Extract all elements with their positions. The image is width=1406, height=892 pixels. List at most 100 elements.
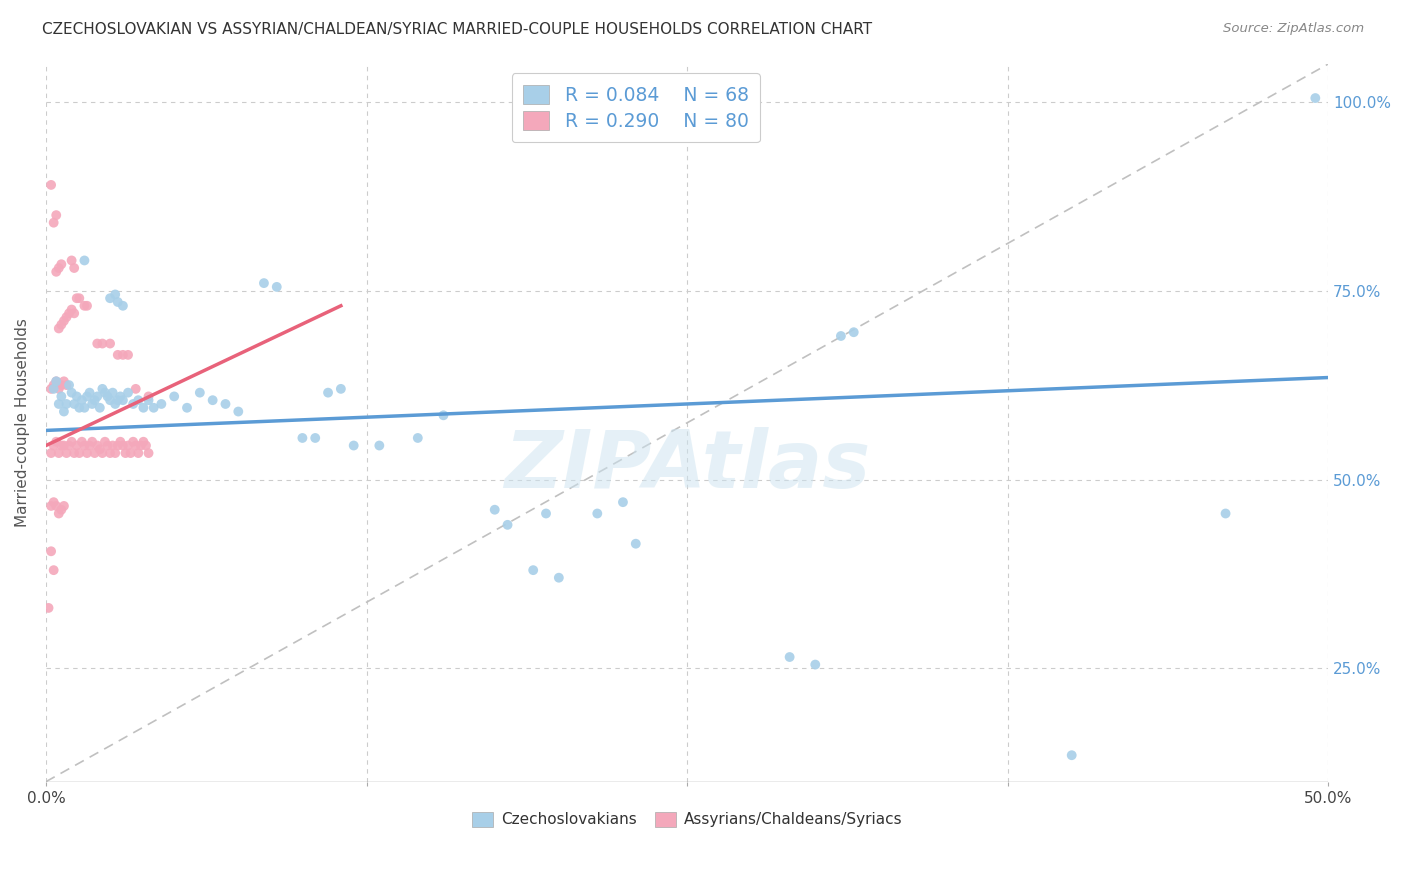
- Point: [1215, 507, 1237, 521]
- Point: [343, 438, 366, 452]
- Point: [67, 291, 90, 305]
- Point: [110, 389, 132, 403]
- Y-axis label: Married-couple Households: Married-couple Households: [15, 318, 30, 527]
- Point: [55, 378, 77, 392]
- Point: [66, 291, 89, 305]
- Point: [129, 438, 152, 452]
- Point: [42, 216, 65, 230]
- Text: ZIPAtlas: ZIPAtlas: [503, 427, 870, 505]
- Point: [42, 382, 65, 396]
- Point: [91, 382, 114, 396]
- Point: [94, 434, 117, 449]
- Point: [107, 438, 129, 452]
- Point: [45, 265, 67, 279]
- Point: [76, 299, 98, 313]
- Point: [51, 318, 73, 332]
- Point: [45, 434, 67, 449]
- Point: [586, 507, 609, 521]
- Point: [122, 397, 145, 411]
- Point: [138, 446, 160, 460]
- Point: [117, 438, 139, 452]
- Point: [66, 438, 89, 452]
- Point: [45, 374, 67, 388]
- Point: [804, 657, 827, 672]
- Point: [51, 378, 73, 392]
- Point: [94, 385, 117, 400]
- Point: [42, 563, 65, 577]
- Point: [39, 544, 62, 558]
- Point: [368, 438, 391, 452]
- Point: [39, 382, 62, 396]
- Point: [73, 253, 96, 268]
- Point: [779, 650, 801, 665]
- Point: [58, 306, 80, 320]
- Point: [101, 385, 124, 400]
- Point: [45, 499, 67, 513]
- Point: [67, 446, 90, 460]
- Point: [127, 393, 149, 408]
- Point: [48, 507, 70, 521]
- Point: [79, 438, 101, 452]
- Point: [111, 393, 134, 408]
- Point: [842, 325, 865, 339]
- Point: [79, 385, 101, 400]
- Point: [91, 336, 114, 351]
- Point: [104, 446, 127, 460]
- Point: [150, 397, 173, 411]
- Point: [291, 431, 314, 445]
- Point: [67, 401, 90, 415]
- Point: [1060, 748, 1083, 763]
- Point: [101, 438, 124, 452]
- Point: [135, 438, 157, 452]
- Point: [52, 374, 75, 388]
- Point: [51, 257, 73, 271]
- Point: [51, 502, 73, 516]
- Point: [304, 431, 326, 445]
- Point: [60, 385, 83, 400]
- Point: [48, 260, 70, 275]
- Point: [138, 389, 160, 403]
- Point: [42, 438, 65, 452]
- Point: [73, 299, 96, 313]
- Point: [45, 208, 67, 222]
- Point: [484, 502, 506, 516]
- Point: [120, 446, 142, 460]
- Point: [39, 446, 62, 460]
- Point: [51, 389, 73, 403]
- Point: [60, 302, 83, 317]
- Point: [52, 438, 75, 452]
- Point: [83, 393, 105, 408]
- Point: [82, 434, 104, 449]
- Point: [86, 336, 108, 351]
- Point: [176, 401, 198, 415]
- Point: [63, 260, 86, 275]
- Point: [534, 507, 557, 521]
- Point: [114, 446, 136, 460]
- Point: [253, 276, 276, 290]
- Point: [48, 321, 70, 335]
- Point: [86, 438, 108, 452]
- Point: [73, 438, 96, 452]
- Point: [98, 291, 121, 305]
- Point: [70, 434, 93, 449]
- Point: [432, 409, 454, 423]
- Point: [188, 385, 211, 400]
- Point: [86, 389, 108, 403]
- Point: [117, 348, 139, 362]
- Point: [55, 446, 77, 460]
- Point: [48, 446, 70, 460]
- Point: [89, 442, 111, 457]
- Point: [111, 438, 134, 452]
- Point: [122, 434, 145, 449]
- Point: [42, 495, 65, 509]
- Point: [612, 495, 634, 509]
- Point: [107, 393, 129, 408]
- Point: [98, 393, 121, 408]
- Point: [83, 446, 105, 460]
- Point: [70, 393, 93, 408]
- Point: [107, 295, 129, 310]
- Point: [39, 178, 62, 192]
- Point: [496, 517, 519, 532]
- Point: [110, 434, 132, 449]
- Point: [104, 287, 127, 301]
